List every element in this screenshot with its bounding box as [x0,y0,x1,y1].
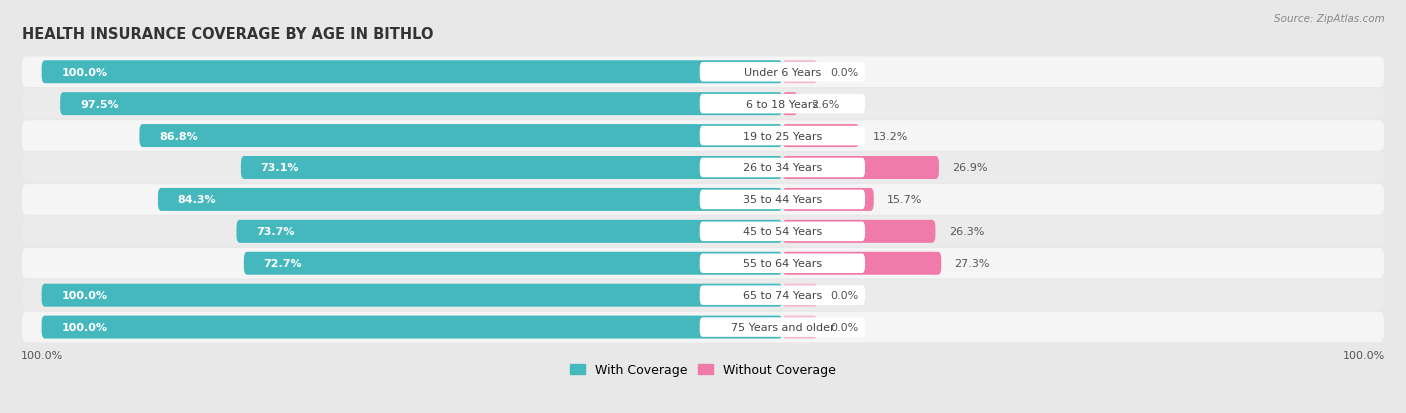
Text: 35 to 44 Years: 35 to 44 Years [742,195,823,205]
Text: 13.2%: 13.2% [872,131,908,141]
Text: 55 to 64 Years: 55 to 64 Years [742,259,823,268]
Text: 73.1%: 73.1% [260,163,299,173]
Text: 100.0%: 100.0% [62,68,107,78]
FancyBboxPatch shape [700,254,865,273]
Text: HEALTH INSURANCE COVERAGE BY AGE IN BITHLO: HEALTH INSURANCE COVERAGE BY AGE IN BITH… [21,27,433,42]
Text: 100.0%: 100.0% [1343,350,1385,360]
FancyBboxPatch shape [782,252,941,275]
FancyBboxPatch shape [21,121,1385,152]
FancyBboxPatch shape [700,126,865,146]
FancyBboxPatch shape [700,190,865,210]
FancyBboxPatch shape [700,286,865,305]
FancyBboxPatch shape [21,248,1385,279]
FancyBboxPatch shape [782,188,873,211]
FancyBboxPatch shape [782,93,797,116]
Text: 84.3%: 84.3% [177,195,217,205]
FancyBboxPatch shape [21,312,1385,342]
FancyBboxPatch shape [157,188,782,211]
FancyBboxPatch shape [21,89,1385,120]
FancyBboxPatch shape [42,316,782,339]
Text: 45 to 54 Years: 45 to 54 Years [742,227,823,237]
Text: Under 6 Years: Under 6 Years [744,68,821,78]
Text: 26 to 34 Years: 26 to 34 Years [742,163,823,173]
Text: 26.3%: 26.3% [949,227,984,237]
Text: 100.0%: 100.0% [62,290,107,300]
Text: 0.0%: 0.0% [831,290,859,300]
Text: 6 to 18 Years: 6 to 18 Years [747,100,818,109]
Text: 19 to 25 Years: 19 to 25 Years [742,131,823,141]
Text: 97.5%: 97.5% [80,100,118,109]
Text: 0.0%: 0.0% [831,68,859,78]
Text: 72.7%: 72.7% [264,259,302,268]
FancyBboxPatch shape [782,284,817,307]
FancyBboxPatch shape [700,158,865,178]
FancyBboxPatch shape [21,57,1385,88]
Text: Source: ZipAtlas.com: Source: ZipAtlas.com [1274,14,1385,24]
FancyBboxPatch shape [236,220,782,243]
Text: 2.6%: 2.6% [811,100,839,109]
Text: 26.9%: 26.9% [952,163,987,173]
FancyBboxPatch shape [782,125,859,148]
FancyBboxPatch shape [139,125,782,148]
FancyBboxPatch shape [240,157,782,180]
FancyBboxPatch shape [782,157,939,180]
FancyBboxPatch shape [60,93,782,116]
Text: 75 Years and older: 75 Years and older [731,322,834,332]
Text: 15.7%: 15.7% [887,195,922,205]
FancyBboxPatch shape [782,220,935,243]
FancyBboxPatch shape [21,153,1385,183]
FancyBboxPatch shape [700,318,865,337]
FancyBboxPatch shape [21,216,1385,247]
Text: 86.8%: 86.8% [159,131,198,141]
Text: 100.0%: 100.0% [21,350,63,360]
FancyBboxPatch shape [782,316,817,339]
FancyBboxPatch shape [42,284,782,307]
FancyBboxPatch shape [782,61,817,84]
Text: 73.7%: 73.7% [256,227,295,237]
FancyBboxPatch shape [700,95,865,114]
FancyBboxPatch shape [42,61,782,84]
Text: 100.0%: 100.0% [62,322,107,332]
Legend: With Coverage, Without Coverage: With Coverage, Without Coverage [565,358,841,382]
FancyBboxPatch shape [21,280,1385,311]
FancyBboxPatch shape [700,63,865,82]
Text: 65 to 74 Years: 65 to 74 Years [742,290,823,300]
FancyBboxPatch shape [243,252,782,275]
FancyBboxPatch shape [21,185,1385,215]
FancyBboxPatch shape [700,222,865,242]
Text: 0.0%: 0.0% [831,322,859,332]
Text: 27.3%: 27.3% [955,259,990,268]
